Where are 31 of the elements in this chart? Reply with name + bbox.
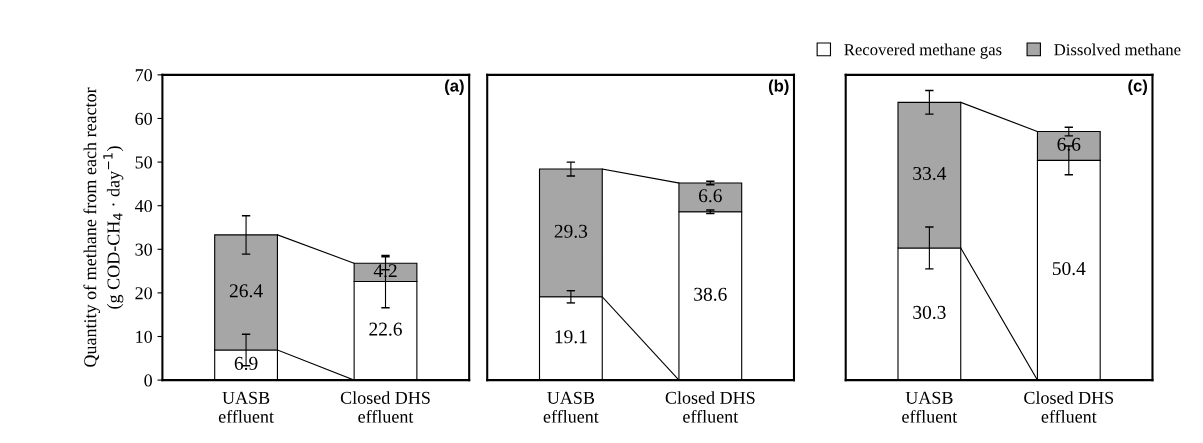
x-tick-label: Closed DHS effluent bbox=[665, 391, 755, 423]
y-tick-label: 10 bbox=[136, 330, 152, 343]
y-tick-label: 40 bbox=[134, 199, 152, 213]
data-label: 38.6 bbox=[694, 287, 727, 301]
x-tick-label: Closed DHS effluent bbox=[340, 391, 430, 423]
y-tick-label: 0 bbox=[144, 374, 152, 387]
data-label: 6.6 bbox=[1057, 137, 1081, 151]
data-label: 22.6 bbox=[369, 322, 402, 336]
y-tick-label: 30 bbox=[135, 243, 152, 256]
y-tick-label: 50 bbox=[135, 156, 152, 169]
y-tick-label: 20 bbox=[135, 287, 152, 300]
y-tick-label: 60 bbox=[135, 112, 152, 125]
data-label: 29.3 bbox=[554, 224, 588, 238]
y-axis-title: Quantity of methane from each reactor (g COD-CH$_{4}$ · day$^{−1}$) bbox=[83, 87, 124, 367]
data-label: 6.9 bbox=[234, 356, 258, 370]
data-label: 30.3 bbox=[913, 305, 946, 319]
data-label: 6.6 bbox=[699, 189, 722, 203]
legend-label: Dissolved methane bbox=[1054, 43, 1181, 56]
data-label: 33.4 bbox=[913, 166, 947, 181]
data-label: 50.4 bbox=[1052, 261, 1086, 276]
x-tick-label: Closed DHS effluent bbox=[1024, 391, 1114, 423]
chart-title: (b) bbox=[768, 79, 789, 95]
chart-title: (a) bbox=[445, 79, 464, 95]
legend-label: Recovered methane gas bbox=[844, 43, 1002, 59]
x-tick-label: UASB effluent bbox=[218, 391, 274, 423]
x-tick-label: UASB effluent bbox=[902, 391, 958, 423]
x-tick-label: UASB effluent bbox=[543, 391, 599, 423]
chart-title: (c) bbox=[1128, 79, 1148, 95]
data-label: 19.1 bbox=[555, 330, 587, 344]
y-tick-label: 70 bbox=[135, 69, 152, 82]
data-label: 26.4 bbox=[229, 284, 263, 298]
